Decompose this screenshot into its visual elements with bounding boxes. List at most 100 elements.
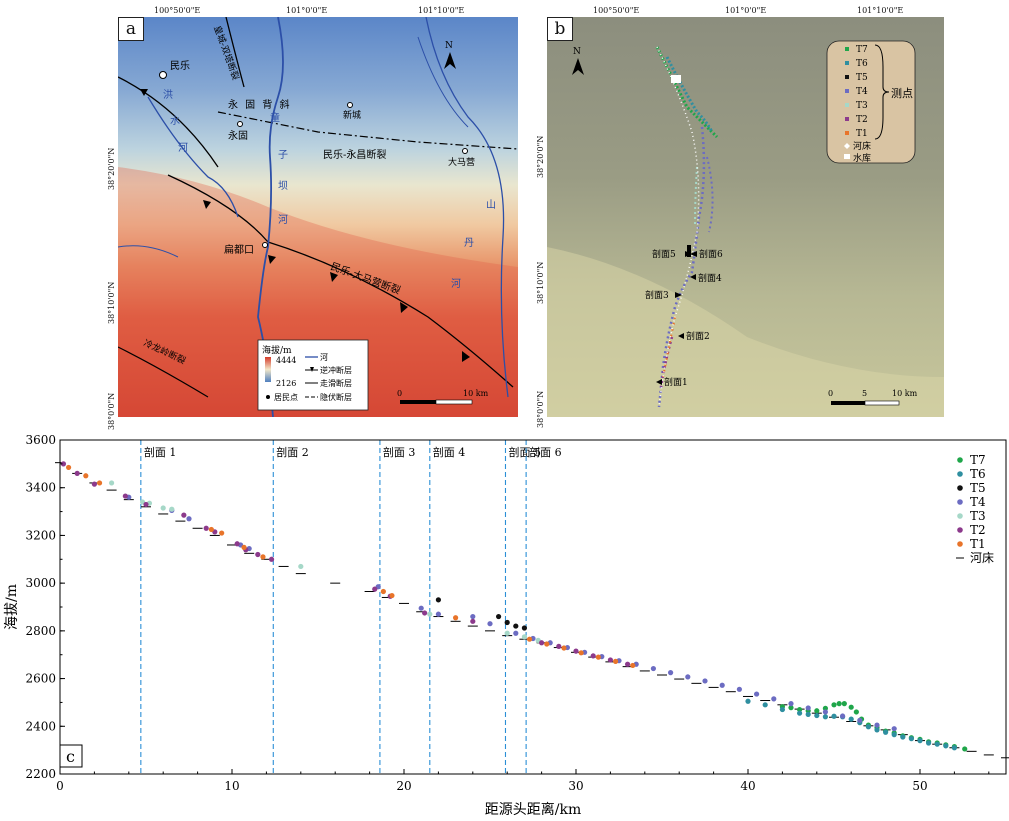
legend-marker-T2 [957,527,963,533]
point-T4 [418,605,424,611]
point-T2 [181,512,187,518]
point-T1 [219,530,225,536]
panel-b-lat-tick-3: 38°0'0"N [536,390,545,428]
point-T3 [160,505,166,511]
label-hongshui-3: 河 [178,142,188,154]
section-label-6: 剖面 6 [529,445,562,459]
section-labels-b: 剖面5 剖面6 剖面4 剖面3 剖面2 剖面1 [645,248,723,388]
panel-b-svg: 剖面5 剖面6 剖面4 剖面3 剖面2 剖面1 N T7 T6 T5 T4 [547,17,944,417]
point-T6 [831,713,837,719]
label-shandan-3: 河 [451,278,461,290]
y-tick-label: 3000 [25,576,56,590]
valley-relief [547,247,944,417]
section-label-3: 剖面3 [645,289,669,301]
point-T2 [556,643,562,649]
point-T2 [573,648,579,654]
point-T1 [380,588,386,595]
panel-b-lon-tick-3: 101°10'0"E [857,6,904,15]
point-T7 [848,704,854,710]
scale-bar-b: 0 5 10 km [828,389,918,406]
section-label-5: 剖面5 [652,248,676,260]
panel-b-lon-tick-2: 101°0'0"E [725,6,767,15]
x-tick-label: 0 [56,779,64,793]
point-T2 [607,657,614,663]
points-layer [60,461,968,752]
legend-b-T1: T1 [856,129,868,139]
thrust-marker [268,255,276,264]
y-tick-label: 3200 [25,528,56,542]
point-T2 [74,470,80,476]
point-T4 [822,709,829,715]
legend-label-T2: T2 [970,523,986,537]
legend-marker-T3 [957,513,963,519]
point-T4 [840,713,846,719]
T5-points [687,245,691,257]
point-T2 [122,493,128,499]
legend-label-T7: T7 [970,453,986,467]
svg-text:N: N [573,47,581,57]
section-label-1: 剖面1 [664,376,688,388]
svg-text:0: 0 [828,389,833,398]
point-T6 [951,745,958,751]
point-T4 [685,674,691,680]
legend-label-T1: T1 [970,537,986,551]
point-T1 [526,636,533,642]
point-T4 [650,665,657,672]
section-label-2: 剖面 2 [276,445,309,459]
point-T1 [630,662,636,669]
point-T4 [874,722,880,728]
panel-a-lat-tick-3: 38°0'0"N [107,392,116,430]
point-T7 [797,706,803,713]
river-hongshui [147,96,239,218]
river-branch [118,245,179,258]
legend-b-T6: T6 [856,59,868,69]
point-T2 [372,586,378,592]
panel-a-svg: 民乐 永 固 背 斜 新城 永固 大马营 扁都口 民乐-永昌断裂 民乐-大马营断… [118,17,518,417]
x-tick-label: 40 [740,779,755,793]
plot-frame [59,439,1007,775]
point-T1 [241,544,247,550]
legend-label-T5: T5 [970,481,986,495]
panel-b-lat-tick-1: 38°20'0"N [536,135,545,178]
point-T6 [762,702,768,708]
svg-text:N: N [445,41,453,51]
legend-b-group: 测点 [891,87,913,100]
label-tongzi-1: 童 [270,111,280,124]
x-tick-label: 20 [396,779,411,793]
point-T5 [521,625,528,631]
point-T2 [539,640,545,646]
legend-a-min: 2126 [276,379,296,388]
point-T6 [891,732,897,738]
settlement-damaying [462,148,468,154]
point-T3 [298,563,304,570]
thrust-marker [462,351,470,362]
panel-a-map: 民乐 永 固 背 斜 新城 永固 大马营 扁都口 民乐-永昌断裂 民乐-大马营断… [118,17,518,417]
fault-lenglongling [118,346,209,398]
track-T4 [657,126,706,408]
section-label-5: 剖面 5 [508,445,540,459]
point-T1 [453,615,459,621]
settlement-minle [159,71,167,79]
label-bianduokou: 扁都口 [224,243,254,256]
legend-b-T3: T3 [856,101,868,111]
point-T4 [771,696,777,702]
point-T6 [883,729,889,735]
point-T4 [470,613,476,620]
point-T7 [836,701,842,707]
legend-label-T4: T4 [970,495,986,509]
legend-b-riverbed: 河床 [853,140,871,152]
legend-marker-T7 [957,457,963,463]
label-minle: 民乐 [170,60,190,72]
legend-marker-T4 [957,499,963,505]
point-T4 [736,686,743,692]
label-shandan-1: 山 [486,199,496,211]
point-T4 [788,701,794,707]
section-label-3: 剖面 3 [383,445,416,459]
legend-b-T7: T7 [856,45,868,55]
thrust-marker [400,302,408,313]
legend-b-T4: T4 [856,87,868,97]
x-tick-label: 50 [912,779,927,793]
point-T4 [186,516,192,522]
legend-label-T6: T6 [970,467,986,481]
point-T4 [857,717,863,723]
